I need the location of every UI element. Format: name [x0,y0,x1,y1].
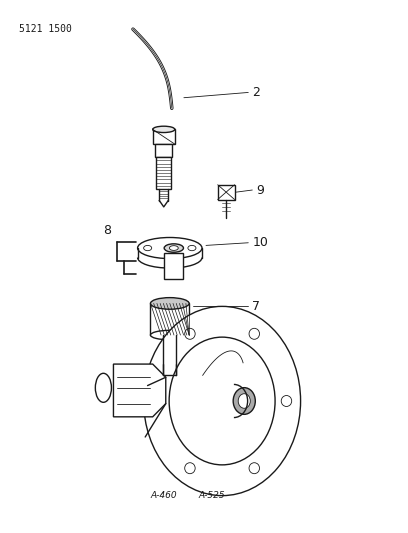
Text: 5121 1500: 5121 1500 [19,24,72,34]
Ellipse shape [249,463,259,474]
Ellipse shape [249,328,259,340]
Text: 7: 7 [252,300,260,312]
Text: 9: 9 [256,183,264,197]
FancyBboxPatch shape [151,303,189,335]
FancyBboxPatch shape [153,130,175,144]
Ellipse shape [233,387,255,414]
Ellipse shape [144,245,152,251]
Text: 2: 2 [252,86,260,99]
Ellipse shape [188,245,196,251]
Polygon shape [113,364,166,417]
Ellipse shape [144,306,301,496]
Text: 8: 8 [104,224,111,238]
Ellipse shape [151,297,189,309]
Ellipse shape [281,395,292,407]
Ellipse shape [153,395,163,407]
Ellipse shape [164,244,184,252]
Ellipse shape [185,463,195,474]
Ellipse shape [137,238,202,259]
Ellipse shape [238,394,250,408]
Ellipse shape [185,328,195,340]
Ellipse shape [151,330,189,340]
Ellipse shape [153,126,175,133]
FancyBboxPatch shape [155,144,172,157]
Ellipse shape [169,246,178,251]
Ellipse shape [95,373,111,402]
FancyBboxPatch shape [218,185,235,199]
FancyBboxPatch shape [156,157,171,189]
Ellipse shape [169,337,275,465]
Text: 10: 10 [252,236,268,249]
FancyBboxPatch shape [164,253,184,279]
Text: A-460: A-460 [151,491,177,500]
Text: A-525: A-525 [199,491,225,500]
